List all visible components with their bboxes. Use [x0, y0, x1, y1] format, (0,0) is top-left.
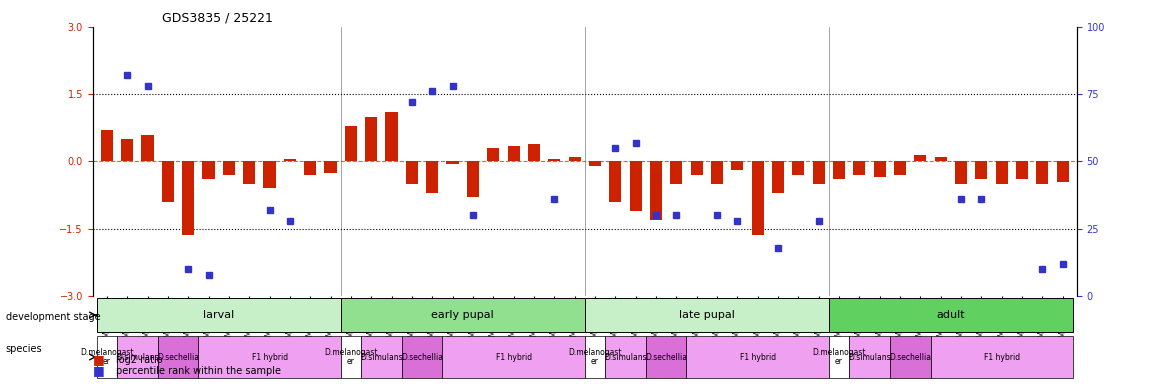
Bar — [996, 161, 1007, 184]
Bar — [589, 161, 601, 166]
Bar — [853, 161, 865, 175]
Text: D.simulans: D.simulans — [360, 353, 403, 361]
Text: D.simulans: D.simulans — [116, 353, 159, 361]
Text: D.melanogast
er: D.melanogast er — [80, 348, 133, 366]
Bar — [182, 161, 195, 235]
Text: D.simulans: D.simulans — [604, 353, 647, 361]
FancyBboxPatch shape — [889, 336, 931, 378]
Text: log2 ratio: log2 ratio — [116, 355, 162, 365]
Bar — [365, 117, 378, 161]
FancyBboxPatch shape — [340, 298, 585, 332]
FancyBboxPatch shape — [97, 298, 340, 332]
Text: D.melanogast
er: D.melanogast er — [812, 348, 866, 366]
FancyBboxPatch shape — [402, 336, 442, 378]
Bar — [711, 161, 723, 184]
Bar — [1036, 161, 1048, 184]
Text: D.sechellia: D.sechellia — [401, 353, 444, 361]
Text: D.sechellia: D.sechellia — [157, 353, 199, 361]
FancyBboxPatch shape — [646, 336, 687, 378]
Bar — [162, 161, 174, 202]
Text: D.melanogast
er: D.melanogast er — [324, 348, 378, 366]
Text: larval: larval — [203, 310, 234, 320]
Bar — [141, 134, 154, 161]
Bar — [488, 148, 499, 161]
Text: D.sechellia: D.sechellia — [645, 353, 687, 361]
Bar — [1056, 161, 1069, 182]
Bar — [935, 157, 947, 161]
Text: D.melanogast
er: D.melanogast er — [569, 348, 622, 366]
Bar — [650, 161, 662, 220]
Text: ■: ■ — [93, 364, 104, 377]
FancyBboxPatch shape — [442, 336, 585, 378]
Bar — [467, 161, 479, 197]
FancyBboxPatch shape — [829, 298, 1072, 332]
Bar — [426, 161, 439, 193]
Bar — [894, 161, 906, 175]
Bar — [772, 161, 784, 193]
Bar — [203, 161, 214, 179]
Text: F1 hybrid: F1 hybrid — [740, 353, 776, 361]
Bar — [1016, 161, 1028, 179]
Text: F1 hybrid: F1 hybrid — [496, 353, 532, 361]
FancyBboxPatch shape — [198, 336, 340, 378]
Bar — [813, 161, 824, 184]
FancyBboxPatch shape — [829, 336, 849, 378]
Bar — [324, 161, 337, 173]
Bar — [548, 159, 560, 161]
Bar — [122, 139, 133, 161]
Bar — [101, 130, 113, 161]
Bar — [670, 161, 682, 184]
Text: development stage: development stage — [6, 312, 101, 322]
Bar — [752, 161, 764, 235]
Text: late pupal: late pupal — [679, 310, 734, 320]
Text: adult: adult — [937, 310, 965, 320]
Bar — [975, 161, 988, 179]
Bar — [243, 161, 255, 184]
Bar — [690, 161, 703, 175]
FancyBboxPatch shape — [361, 336, 402, 378]
Bar — [222, 161, 235, 175]
FancyBboxPatch shape — [687, 336, 829, 378]
Bar — [447, 161, 459, 164]
FancyBboxPatch shape — [931, 336, 1072, 378]
Bar — [609, 161, 622, 202]
FancyBboxPatch shape — [585, 298, 829, 332]
Bar — [528, 144, 540, 161]
Bar — [305, 161, 316, 175]
FancyBboxPatch shape — [606, 336, 646, 378]
Bar — [955, 161, 967, 184]
Bar — [873, 161, 886, 177]
Text: F1 hybrid: F1 hybrid — [251, 353, 287, 361]
Text: GDS3835 / 25221: GDS3835 / 25221 — [161, 11, 272, 24]
FancyBboxPatch shape — [849, 336, 889, 378]
Bar — [569, 157, 580, 161]
Text: percentile rank within the sample: percentile rank within the sample — [116, 366, 280, 376]
FancyBboxPatch shape — [340, 336, 361, 378]
Bar — [731, 161, 743, 170]
Bar — [915, 155, 926, 161]
FancyBboxPatch shape — [157, 336, 198, 378]
Bar — [345, 126, 357, 161]
Bar — [792, 161, 805, 175]
Bar — [833, 161, 845, 179]
FancyBboxPatch shape — [117, 336, 157, 378]
Bar — [386, 112, 397, 161]
Bar — [630, 161, 642, 211]
Text: F1 hybrid: F1 hybrid — [983, 353, 1020, 361]
Bar — [284, 159, 296, 161]
Text: D.simulans: D.simulans — [848, 353, 891, 361]
Text: ■: ■ — [93, 353, 104, 366]
Bar — [507, 146, 520, 161]
Text: early pupal: early pupal — [432, 310, 494, 320]
FancyBboxPatch shape — [585, 336, 606, 378]
Text: species: species — [6, 344, 43, 354]
Bar — [264, 161, 276, 189]
FancyBboxPatch shape — [97, 336, 117, 378]
Bar — [405, 161, 418, 184]
Text: D.sechellia: D.sechellia — [889, 353, 931, 361]
